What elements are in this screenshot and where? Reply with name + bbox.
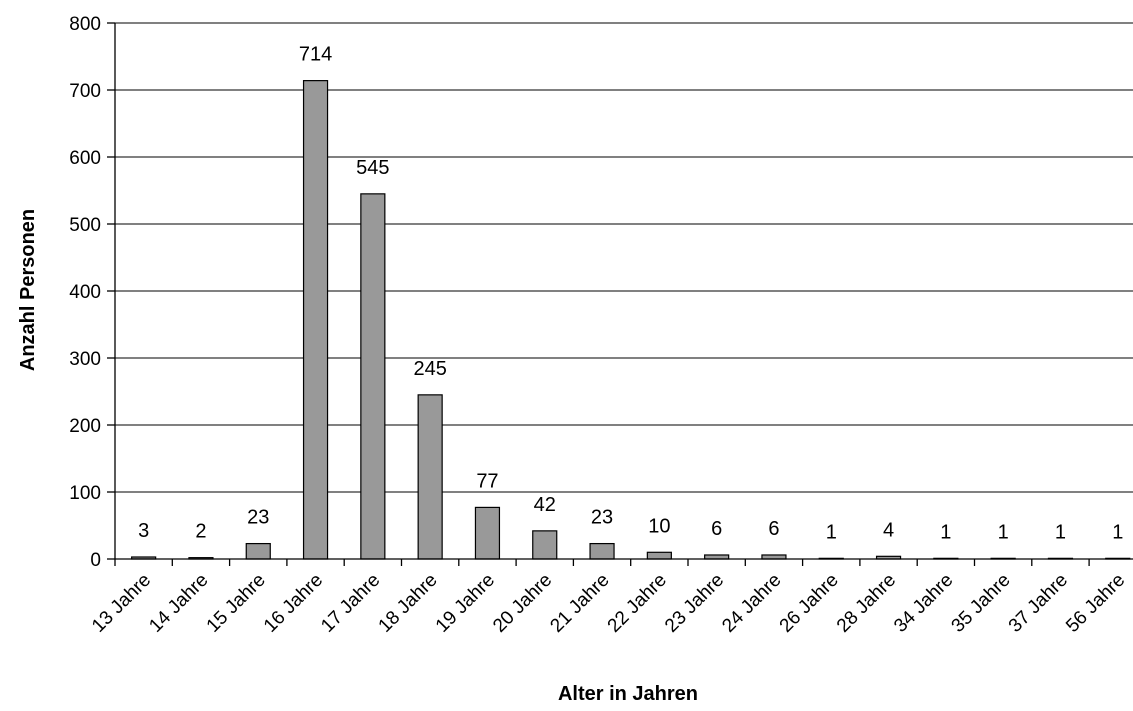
data-label: 1 (1055, 521, 1066, 543)
gridlines (115, 22, 1133, 493)
bar (589, 542, 615, 560)
x-tick-label: 16 Jahre (260, 570, 327, 637)
x-tick-label: 26 Jahre (776, 570, 843, 637)
data-label: 545 (356, 157, 389, 179)
bar (532, 530, 558, 560)
data-label: 245 (413, 358, 446, 380)
y-tick-label: 600 (69, 148, 101, 169)
data-label: 23 (247, 507, 269, 529)
x-tick-label: 37 Jahre (1005, 570, 1072, 637)
bar (646, 551, 672, 560)
data-label: 2 (195, 521, 206, 543)
y-tick-label: 300 (69, 349, 101, 370)
x-tick-label: 22 Jahre (604, 570, 671, 637)
data-label: 3 (138, 520, 149, 542)
y-tick-label: 200 (69, 416, 101, 437)
bar (417, 394, 443, 560)
data-label: 1 (940, 521, 951, 543)
x-tick-label: 18 Jahre (375, 570, 442, 637)
x-tick-label: 13 Jahre (88, 570, 155, 637)
x-tick-label: 20 Jahre (489, 570, 556, 637)
y-tick-label: 500 (69, 215, 101, 236)
bar (245, 542, 271, 560)
data-label: 10 (648, 515, 670, 537)
data-label: 1 (826, 521, 837, 543)
data-labels: 3 2 23 714 545 245 77 42 23 10 6 6 1 4 1 1 1 1 (138, 44, 1123, 544)
data-label: 4 (883, 519, 894, 541)
bar (474, 506, 501, 560)
data-label: 1 (998, 521, 1009, 543)
y-tick-label: 0 (90, 550, 101, 571)
data-label: 42 (534, 494, 556, 516)
y-axis-title: Anzahl Personen (17, 209, 39, 371)
data-label: 714 (299, 44, 332, 66)
bar (360, 193, 386, 560)
x-tick-label: 21 Jahre (546, 570, 613, 637)
data-label: 6 (768, 518, 779, 540)
x-tick-label: 28 Jahre (833, 570, 900, 637)
data-label: 23 (591, 507, 613, 529)
data-label: 6 (711, 518, 722, 540)
y-tick-labels: 0 100 200 300 400 500 600 700 800 (69, 14, 101, 571)
x-tick-label: 24 Jahre (718, 570, 785, 637)
data-label: 1 (1112, 521, 1123, 543)
y-tick-label: 100 (69, 483, 101, 504)
x-tick-label: 35 Jahre (948, 570, 1015, 637)
x-tick-label: 56 Jahre (1062, 570, 1129, 637)
axes (107, 22, 1133, 566)
x-tick-label: 23 Jahre (661, 570, 728, 637)
data-label: 77 (476, 470, 498, 492)
y-tick-label: 400 (69, 282, 101, 303)
y-tick-label: 800 (69, 14, 101, 35)
x-tick-label: 15 Jahre (203, 570, 270, 637)
x-tick-label: 19 Jahre (432, 570, 499, 637)
x-axis-title: Alter in Jahren (558, 683, 698, 705)
bar (302, 80, 329, 560)
x-tick-label: 14 Jahre (145, 570, 212, 637)
y-tick-label: 700 (69, 81, 101, 102)
x-tick-label: 34 Jahre (890, 570, 957, 637)
x-tick-label: 17 Jahre (317, 570, 384, 637)
bars (131, 80, 1131, 560)
